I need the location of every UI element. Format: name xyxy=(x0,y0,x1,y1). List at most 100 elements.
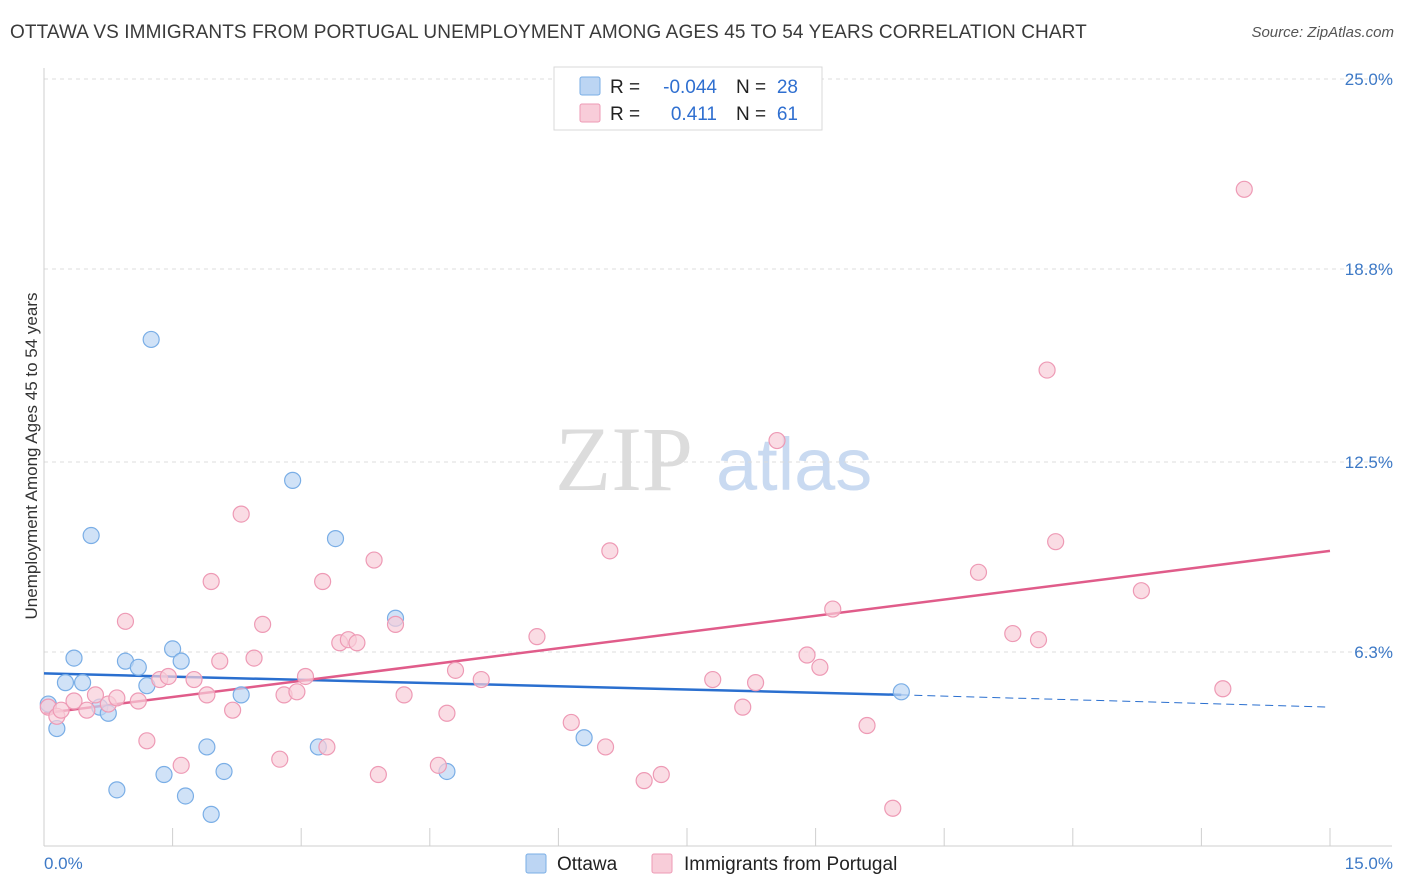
portugal-point xyxy=(116,612,135,630)
watermark-atlas: atlas xyxy=(716,423,872,506)
ottawa-point xyxy=(73,674,92,692)
portugal-point xyxy=(1047,533,1065,551)
portugal-point xyxy=(211,652,229,670)
y-tick-label: 18.8% xyxy=(1345,260,1393,279)
ottawa-point xyxy=(232,686,250,704)
portugal-point xyxy=(652,765,670,784)
grid-lines xyxy=(44,78,1392,653)
series-legend-label-portugal: Immigrants from Portugal xyxy=(684,854,897,875)
portugal-point xyxy=(746,674,765,692)
portugal-point xyxy=(78,701,96,719)
series-legend-swatch-ottawa xyxy=(525,853,547,874)
portugal-trend-line xyxy=(43,549,1331,715)
ottawa-trend-extension xyxy=(901,694,1331,708)
portugal-point xyxy=(314,572,332,591)
legend-r-value-1: -0.044 xyxy=(663,77,717,98)
ottawa-point xyxy=(65,649,83,667)
ottawa-point xyxy=(82,526,100,545)
portugal-point xyxy=(172,756,190,774)
portugal-point xyxy=(969,563,988,581)
portugal-point xyxy=(1004,624,1022,643)
portugal-point xyxy=(734,698,752,716)
ottawa-point xyxy=(164,640,182,658)
portugal-point xyxy=(185,670,203,689)
legend-n-value-1: 28 xyxy=(777,77,798,98)
tick-labels: 6.3% 12.5% 18.8% 25.0% 0.0% 15.0% xyxy=(44,70,1393,873)
portugal-point xyxy=(528,628,546,646)
series-legend-swatch-portugal xyxy=(651,853,673,874)
legend-n-label-2: N = xyxy=(736,104,766,125)
portugal-point xyxy=(224,701,242,719)
portugal-point xyxy=(245,649,263,667)
portugal-point xyxy=(348,634,366,652)
axes xyxy=(43,68,1392,847)
ottawa-point xyxy=(326,529,345,548)
legend-swatch-portugal xyxy=(579,103,601,123)
portugal-point xyxy=(271,750,289,768)
portugal-point xyxy=(138,732,156,750)
portugal-point xyxy=(1132,582,1150,600)
portugal-point xyxy=(768,431,786,450)
x-tick-label: 0.0% xyxy=(44,854,83,873)
ottawa-point xyxy=(155,765,173,784)
ottawa-point xyxy=(142,330,160,349)
x-tick-label: 15.0% xyxy=(1345,854,1393,873)
y-tick-label: 6.3% xyxy=(1354,643,1393,662)
chart-title: OTTAWA VS IMMIGRANTS FROM PORTUGAL UNEMP… xyxy=(10,22,1087,43)
portugal-point xyxy=(1214,680,1232,698)
portugal-point xyxy=(798,646,816,664)
portugal-point xyxy=(395,686,413,704)
legend-r-label-1: R = xyxy=(610,77,640,98)
stats-legend: R = -0.044 N = 28 R = 0.411 N = 61 xyxy=(553,66,823,131)
portugal-point xyxy=(202,572,220,591)
portugal-point xyxy=(52,701,70,719)
portugal-point xyxy=(296,667,315,686)
portugal-point xyxy=(446,661,465,679)
portugal-point xyxy=(1029,631,1048,649)
portugal-point xyxy=(811,658,829,676)
ottawa-point xyxy=(108,781,126,799)
watermark-zip: ZIP xyxy=(555,408,693,510)
ottawa-point xyxy=(129,658,147,676)
series-legend: Ottawa Immigrants from Portugal xyxy=(525,853,897,875)
portugal-point xyxy=(438,704,456,722)
portugal-point xyxy=(1038,361,1056,379)
portugal-point xyxy=(365,551,383,569)
source-label: Source: ZipAtlas.com xyxy=(1251,24,1394,41)
portugal-point xyxy=(429,756,447,774)
portugal-point xyxy=(562,713,580,732)
portugal-point xyxy=(318,738,336,756)
portugal-point xyxy=(108,689,126,707)
ottawa-point xyxy=(284,471,302,489)
portugal-point xyxy=(884,799,902,817)
portugal-point xyxy=(232,505,250,523)
portugal-point xyxy=(369,765,387,784)
ottawa-point xyxy=(56,674,75,692)
ottawa-point xyxy=(575,729,593,747)
series-legend-label-ottawa: Ottawa xyxy=(557,854,618,875)
ottawa-point xyxy=(198,738,216,756)
portugal-point xyxy=(601,542,619,560)
portugal-point xyxy=(858,716,876,735)
portugal-point xyxy=(86,686,105,704)
legend-swatch-ottawa xyxy=(579,76,601,96)
portugal-point xyxy=(704,670,722,689)
legend-n-label-1: N = xyxy=(736,77,766,98)
legend-r-value-2: 0.411 xyxy=(671,104,717,125)
portugal-point xyxy=(65,692,83,710)
portugal-point xyxy=(596,738,615,756)
portugal-point xyxy=(159,667,177,686)
ottawa-point xyxy=(172,652,190,670)
legend-r-label-2: R = xyxy=(610,104,640,125)
portugal-point xyxy=(824,600,842,618)
data-points xyxy=(39,180,1253,823)
y-tick-label: 25.0% xyxy=(1345,70,1393,89)
portugal-point xyxy=(386,615,405,633)
portugal-point xyxy=(635,772,653,790)
y-axis-title: Unemployment Among Ages 45 to 54 years xyxy=(22,293,41,620)
legend-n-value-2: 61 xyxy=(777,104,798,125)
ottawa-point xyxy=(215,762,233,781)
y-tick-label: 12.5% xyxy=(1345,453,1393,472)
portugal-point xyxy=(1235,180,1253,198)
